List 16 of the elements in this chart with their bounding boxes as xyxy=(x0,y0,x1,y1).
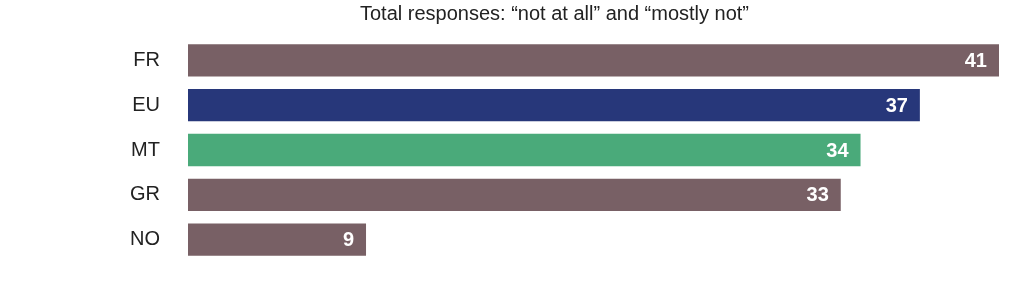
data-label: 37 xyxy=(885,93,908,116)
data-label: 34 xyxy=(826,138,850,161)
y-tick-label: FR xyxy=(133,47,160,70)
y-tick-label: MT xyxy=(131,137,160,160)
data-label: 33 xyxy=(806,183,829,206)
data-label: 41 xyxy=(964,48,987,71)
y-tick-label: GR xyxy=(130,182,160,205)
chart-title: Total responses: “not at all” and “mostly not” xyxy=(359,1,750,24)
y-tick-label: NO xyxy=(130,227,160,250)
y-tick-label: EU xyxy=(132,92,160,115)
bar xyxy=(188,178,841,211)
bar xyxy=(188,44,999,77)
data-label: 9 xyxy=(342,228,355,251)
bar xyxy=(188,223,367,256)
bar xyxy=(188,89,920,122)
bar xyxy=(188,133,861,167)
